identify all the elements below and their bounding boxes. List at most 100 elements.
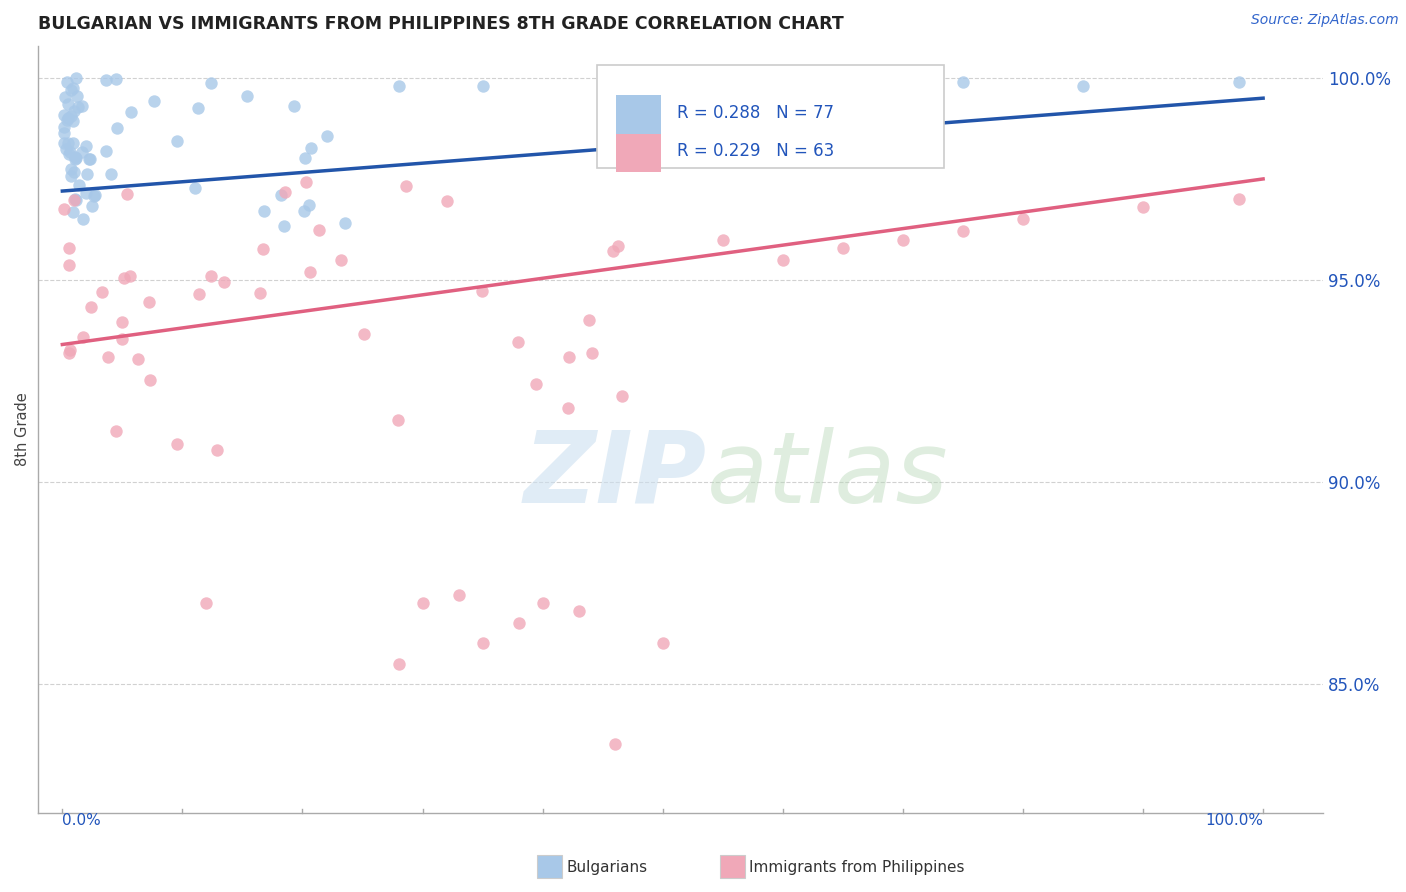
Point bbox=[120, 104, 142, 119]
Point bbox=[568, 604, 591, 618]
Point bbox=[62, 114, 84, 128]
Point bbox=[592, 75, 614, 89]
Point bbox=[891, 70, 914, 85]
Point bbox=[1012, 212, 1035, 227]
Point bbox=[412, 596, 434, 610]
Point bbox=[84, 188, 107, 202]
Point bbox=[214, 275, 236, 289]
Point bbox=[651, 75, 673, 89]
Point bbox=[606, 239, 628, 253]
Point bbox=[558, 350, 581, 364]
Point bbox=[67, 178, 90, 193]
Point bbox=[79, 153, 101, 167]
Point bbox=[83, 189, 105, 203]
Point bbox=[315, 128, 337, 143]
Point bbox=[353, 327, 375, 342]
Point bbox=[62, 136, 84, 151]
Point bbox=[65, 151, 87, 165]
Point bbox=[63, 152, 86, 166]
Point bbox=[295, 175, 318, 189]
Point bbox=[77, 152, 100, 166]
Point bbox=[711, 233, 734, 247]
Point bbox=[506, 334, 529, 349]
Point bbox=[52, 108, 75, 122]
Point bbox=[187, 286, 209, 301]
Text: ZIP: ZIP bbox=[523, 427, 706, 524]
Point bbox=[952, 224, 974, 238]
Point bbox=[612, 389, 634, 403]
Point bbox=[59, 162, 82, 177]
Point bbox=[112, 270, 135, 285]
Point bbox=[97, 350, 120, 364]
Point bbox=[200, 76, 222, 90]
Point bbox=[75, 139, 97, 153]
Point bbox=[52, 120, 75, 134]
Point bbox=[58, 241, 80, 255]
Point bbox=[166, 437, 188, 451]
Point bbox=[471, 636, 494, 650]
Text: 0.0%: 0.0% bbox=[62, 813, 101, 828]
Point bbox=[62, 204, 84, 219]
Point bbox=[63, 193, 86, 207]
Y-axis label: 8th Grade: 8th Grade bbox=[15, 392, 30, 467]
Point bbox=[195, 596, 218, 610]
Bar bbox=[616, 134, 661, 172]
Point bbox=[447, 588, 470, 602]
Point bbox=[297, 198, 319, 212]
Point bbox=[62, 104, 84, 119]
Text: R = 0.288   N = 77: R = 0.288 N = 77 bbox=[676, 104, 834, 122]
Point bbox=[330, 253, 353, 268]
Bar bbox=[616, 95, 661, 134]
Point bbox=[56, 96, 79, 111]
Point bbox=[308, 223, 330, 237]
Point bbox=[53, 90, 76, 104]
Point bbox=[80, 199, 103, 213]
Point bbox=[471, 78, 494, 93]
Point bbox=[105, 72, 128, 87]
Point bbox=[1227, 192, 1250, 206]
Point bbox=[274, 185, 297, 199]
Point bbox=[831, 75, 853, 89]
Point bbox=[55, 113, 77, 128]
Point bbox=[252, 242, 274, 256]
Text: BULGARIAN VS IMMIGRANTS FROM PHILIPPINES 8TH GRADE CORRELATION CHART: BULGARIAN VS IMMIGRANTS FROM PHILIPPINES… bbox=[38, 15, 844, 33]
Point bbox=[58, 147, 80, 161]
Point bbox=[578, 312, 600, 326]
Point bbox=[557, 401, 579, 416]
Point bbox=[59, 109, 82, 123]
Point bbox=[395, 179, 418, 194]
Point bbox=[952, 75, 974, 89]
Point bbox=[294, 152, 316, 166]
Point bbox=[187, 101, 209, 115]
Point bbox=[283, 99, 305, 113]
Point bbox=[387, 657, 409, 671]
Text: Immigrants from Philippines: Immigrants from Philippines bbox=[749, 860, 965, 874]
Point bbox=[111, 332, 134, 346]
Point bbox=[184, 181, 207, 195]
Point bbox=[90, 285, 112, 299]
Point bbox=[118, 268, 141, 283]
Point bbox=[1227, 75, 1250, 89]
Point bbox=[52, 202, 75, 216]
Point bbox=[127, 352, 149, 367]
Point bbox=[531, 596, 554, 610]
Text: Source: ZipAtlas.com: Source: ZipAtlas.com bbox=[1251, 13, 1399, 28]
Text: 100.0%: 100.0% bbox=[1205, 813, 1263, 828]
Point bbox=[105, 120, 128, 135]
Point bbox=[100, 168, 122, 182]
Point bbox=[75, 186, 97, 200]
Text: R = 0.229   N = 63: R = 0.229 N = 63 bbox=[676, 143, 834, 161]
Point bbox=[65, 193, 87, 207]
Point bbox=[205, 443, 228, 458]
Point bbox=[76, 168, 98, 182]
Point bbox=[831, 241, 853, 255]
Point bbox=[94, 144, 117, 158]
Point bbox=[59, 169, 82, 183]
Point bbox=[52, 126, 75, 140]
Point bbox=[299, 140, 322, 154]
Point bbox=[526, 376, 548, 391]
Point bbox=[387, 413, 409, 427]
Point bbox=[62, 80, 84, 95]
Point bbox=[59, 83, 82, 97]
Point bbox=[253, 203, 276, 218]
